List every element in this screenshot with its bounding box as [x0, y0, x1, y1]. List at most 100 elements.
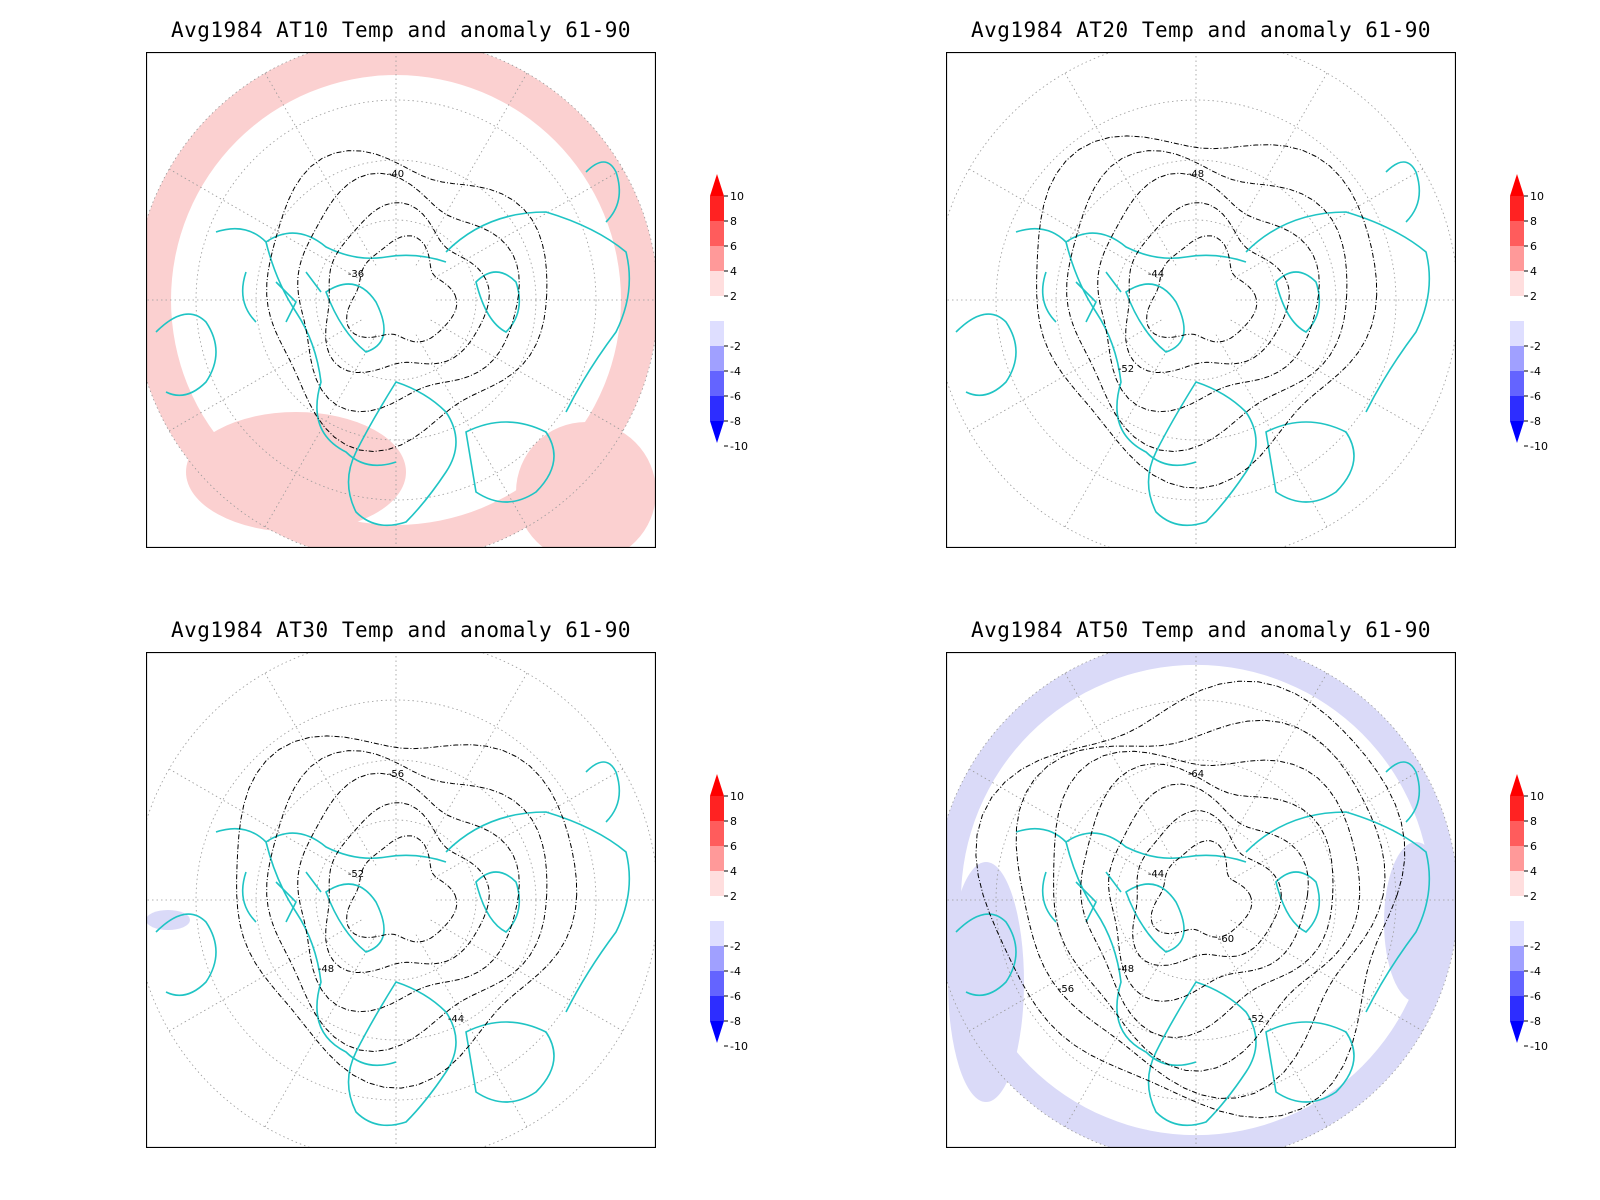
coastline: [241, 271, 322, 323]
panel-at30: Avg1984 AT30 Temp and anomaly 61-90 -56-…: [0, 600, 800, 1200]
colorbar: 10 8 6 4 2 -2 -4 -6 -8 -10: [702, 770, 772, 1060]
contour-label: -64: [1188, 769, 1204, 780]
colorbar-segment: [1510, 346, 1524, 371]
latitude-circle: [995, 99, 1397, 501]
colorbar-tick-label: 4: [730, 265, 737, 278]
colorbar-segment: [710, 296, 724, 321]
coastline: [155, 913, 217, 997]
contour-lines: [975, 680, 1406, 1119]
coastline: [1015, 227, 1197, 467]
latitude-circle: [255, 159, 537, 441]
colorbar-segment: [710, 246, 724, 271]
colorbar-tick-label: 10: [1530, 190, 1544, 203]
contour-line: [325, 802, 490, 974]
colorbar: 10 8 6 4 2 -2 -4 -6 -8 -10: [1502, 170, 1572, 460]
colorbar-segment: [1510, 221, 1524, 246]
coastline: [955, 913, 1017, 997]
latitude-circle: [1055, 159, 1337, 441]
colorbar-tick-label: 2: [1530, 890, 1537, 903]
contour-label: -40: [388, 169, 404, 180]
latitude-circle: [1115, 819, 1277, 981]
coastline: [325, 883, 385, 953]
meridian-line: [1215, 672, 1328, 866]
latitude-circle: [315, 819, 477, 981]
coastline: [1015, 827, 1197, 1067]
meridian-line: [430, 919, 624, 1032]
negative-anomaly-ring: [946, 652, 1456, 1148]
meridian-line: [1064, 72, 1177, 266]
map-frame: [146, 652, 656, 1148]
contour-line: [1150, 840, 1253, 938]
contour-line: [1097, 172, 1320, 413]
coastline: [1385, 761, 1421, 823]
latitude-circle: [146, 652, 656, 1148]
coastline: [445, 811, 631, 1013]
colorbar-tick-label: -6: [1530, 990, 1541, 1003]
contour-label: -36: [348, 269, 364, 280]
negative-anomaly-patch: [948, 862, 1024, 1102]
colorbar-segment: [710, 871, 724, 896]
meridian-line: [264, 672, 377, 866]
colorbar-tick-label: 8: [1530, 215, 1537, 228]
coastline: [265, 832, 447, 863]
meridian-line: [415, 72, 528, 266]
colorbar-tick-label: -4: [730, 365, 741, 378]
coastline: [325, 283, 385, 353]
colorbar-segment: [1510, 821, 1524, 846]
contour-label: -48: [1188, 169, 1204, 180]
colorbar-segment: [1510, 871, 1524, 896]
meridian-line: [168, 319, 362, 432]
colorbar-tick-label: -6: [1530, 390, 1541, 403]
contour-line: [1125, 202, 1290, 374]
coastline: [155, 313, 217, 397]
coastlines: [155, 161, 631, 527]
meridian-line: [968, 319, 1162, 432]
meridian-line: [430, 168, 624, 281]
colorbar-tick-label: 2: [1530, 290, 1537, 303]
meridian-line: [1215, 334, 1328, 528]
colorbar-segment: [710, 221, 724, 246]
colorbar-tick-label: 10: [730, 790, 744, 803]
meridian-line: [1064, 934, 1177, 1128]
colorbar-segment: [710, 196, 724, 221]
colorbar-tick-label: 2: [730, 890, 737, 903]
coastline: [475, 271, 521, 333]
colorbar-segment: [710, 996, 724, 1021]
colorbar-tick-label: 6: [1530, 240, 1537, 253]
colorbar-segment: [1510, 196, 1524, 221]
colorbar-segment: [710, 971, 724, 996]
meridian-line: [1230, 319, 1424, 432]
colorbar-segment: [710, 271, 724, 296]
colorbar-segment: [1510, 896, 1524, 921]
colorbar-tick-label: -4: [1530, 365, 1541, 378]
coastlines: [155, 761, 631, 1127]
positive-anomaly-patch: [186, 412, 406, 532]
contour-line: [1015, 719, 1386, 1099]
polar-map: -64 -44 -48 -52 -56 -60: [946, 652, 1456, 1148]
meridian-line: [1215, 934, 1328, 1128]
coastline: [265, 232, 447, 263]
contour-line: [297, 772, 520, 1013]
panel-title: Avg1984 AT10 Temp and anomaly 61-90: [170, 18, 631, 42]
coastline: [1275, 271, 1321, 333]
contour-label: -48: [1118, 964, 1134, 975]
coastline: [585, 761, 621, 823]
latitude-circle: [995, 699, 1397, 1101]
meridian-line: [968, 919, 1162, 1032]
coastline: [465, 1021, 555, 1103]
contour-line: [346, 235, 458, 343]
colorbar-tick-label: -2: [1530, 340, 1541, 353]
meridian-line: [1215, 72, 1328, 266]
meridian-line: [1064, 334, 1177, 528]
contour-label: -56: [1058, 984, 1074, 995]
meridian-line: [968, 168, 1162, 281]
coastline: [347, 981, 457, 1127]
coastline: [955, 313, 1017, 397]
contour-line: [236, 735, 578, 1089]
coastline: [1041, 271, 1122, 323]
meridian-line: [168, 168, 362, 281]
colorbar-segment: [710, 796, 724, 821]
negative-anomaly-patch: [146, 910, 190, 930]
latitude-circle: [195, 699, 597, 1101]
meridian-line: [1230, 168, 1424, 281]
